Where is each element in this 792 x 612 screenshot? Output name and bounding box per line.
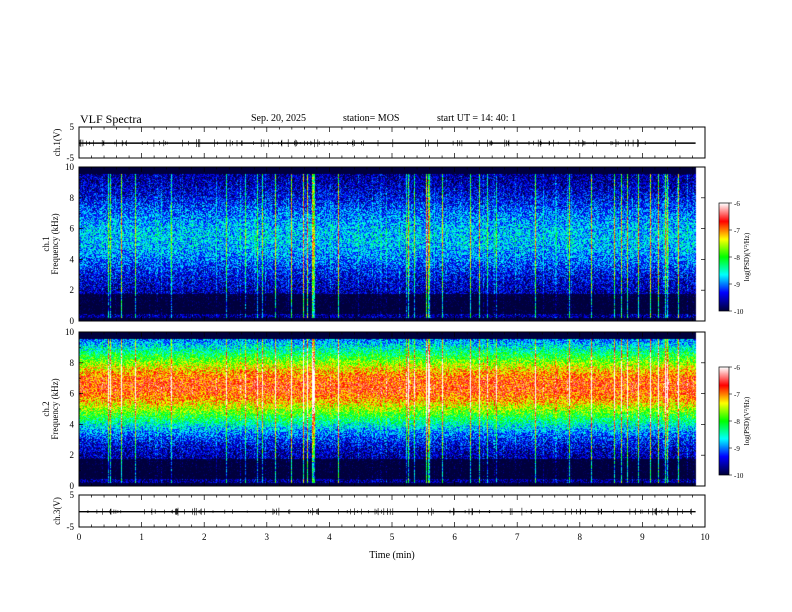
ch1-spectrogram-ytick-label: 4	[70, 254, 75, 264]
ch2-spectrogram-ylabel: ch.2	[41, 401, 51, 416]
ch2-spectrogram-raster	[79, 332, 705, 486]
ch1-waveform-spikes	[79, 139, 676, 148]
ch2-spectrogram-ytick-label: 10	[65, 327, 75, 337]
ch3-waveform-ytick-label: 5	[70, 490, 75, 500]
plot-title: VLF Spectra	[80, 112, 142, 126]
ch1-waveform-ytick-label: -5	[67, 153, 75, 163]
ch2-spectrogram-ytick-label: 2	[70, 450, 75, 460]
x-tick-label: 8	[578, 532, 583, 542]
ch1-spectrogram-colorbar-tick-label: -8	[734, 254, 740, 262]
ch1-spectrogram-ylabel-frequency: Frequency (kHz)	[50, 213, 60, 274]
ch2-spectrogram-colorbar-tick-label: -8	[734, 418, 740, 426]
ch2-spectrogram-colorbar-label: log(PSD)(V²/Hz)	[743, 396, 751, 445]
ch1-spectrogram-ytick-label: 8	[70, 193, 75, 203]
ch2-spectrogram-colorbar-tick-label: -7	[734, 391, 740, 399]
x-tick-label: 3	[265, 532, 270, 542]
ch1-spectrogram-colorbar-tick-label: -10	[734, 308, 744, 316]
ch2-spectrogram-ytick-label: 4	[70, 419, 75, 429]
ch2-spectrogram-ytick-label: 8	[70, 358, 75, 368]
x-axis-label: Time (min)	[369, 550, 414, 561]
x-tick-label: 9	[640, 532, 645, 542]
ch1-spectrogram-colorbar-tick-label: -6	[734, 200, 740, 208]
ch2-spectrogram-colorbar-tick-label: -10	[734, 472, 744, 480]
ch2-spectrogram-colorbar-tick-label: -9	[734, 445, 740, 453]
ch1-waveform-ylabel: ch.1(V)	[52, 129, 62, 157]
ch1-spectrogram-ylabel: ch.1	[41, 236, 51, 251]
ch1-spectrogram-ytick-label: 6	[70, 224, 75, 234]
ch1-spectrogram-ytick-label: 2	[70, 285, 75, 295]
x-tick-label: 4	[327, 532, 332, 542]
ch3-waveform-ytick-label: -5	[67, 522, 75, 532]
x-tick-label: 0	[77, 532, 82, 542]
x-tick-label: 7	[515, 532, 520, 542]
ch2-spectrogram-ylabel-frequency: Frequency (kHz)	[50, 378, 60, 439]
ch1-spectrogram-colorbar-tick-label: -9	[734, 281, 740, 289]
ch1-spectrogram-ytick-label: 0	[70, 316, 75, 326]
ch3-waveform-spikes	[87, 507, 692, 516]
x-tick-label: 2	[202, 532, 207, 542]
station-label: station= MOS	[343, 113, 400, 124]
ch2-spectrogram-colorbar-tick-label: -6	[734, 364, 740, 372]
ch1-spectrogram-raster	[79, 167, 705, 321]
ch3-waveform-ylabel: ch.3(V)	[52, 497, 62, 525]
ch1-colorbar	[719, 203, 729, 311]
ch2-spectrogram-ytick-label: 0	[70, 481, 75, 491]
x-tick-label: 5	[390, 532, 395, 542]
ch1-spectrogram-colorbar-tick-label: -7	[734, 227, 740, 235]
x-tick-label: 1	[139, 532, 144, 542]
ch1-waveform-ytick-label: 5	[70, 122, 75, 132]
ch2-spectrogram-ytick-label: 6	[70, 389, 75, 399]
ch1-spectrogram-ytick-label: 10	[65, 162, 75, 172]
date-label: Sep. 20, 2025	[251, 113, 306, 124]
x-tick-label: 10	[701, 532, 711, 542]
ch2-colorbar	[719, 367, 729, 475]
start-time-label: start UT = 14: 40: 1	[437, 113, 517, 124]
ch1-spectrogram-colorbar-label: log(PSD)(V²/Hz)	[743, 232, 751, 281]
x-tick-label: 6	[452, 532, 457, 542]
